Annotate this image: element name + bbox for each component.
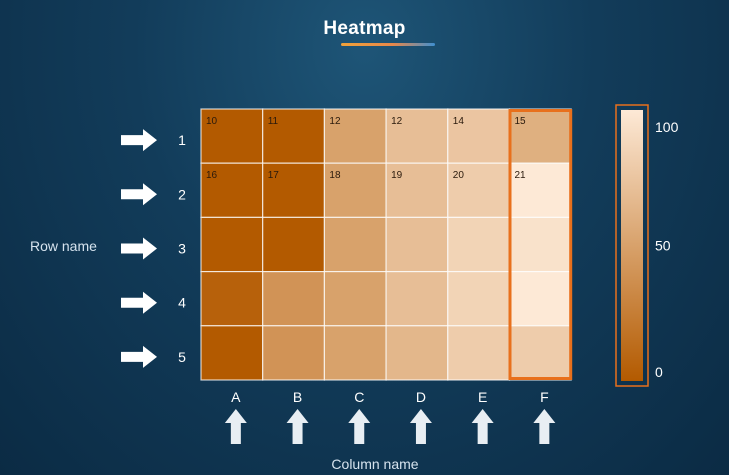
heatmap-cell-B5 <box>262 325 326 381</box>
heatmap-cell-A5 <box>200 325 264 381</box>
row-arrow-icon <box>121 237 157 260</box>
title-underline <box>341 43 435 46</box>
column-markers: A B C D E F <box>224 389 556 444</box>
heatmap-cell-C4 <box>323 271 387 327</box>
heatmap-cell-E3 <box>447 216 511 273</box>
heatmap-cell-D4 <box>385 271 449 327</box>
heatmap-cell-C3 <box>323 216 387 273</box>
colorbar-tick-100: 100 <box>655 119 679 135</box>
column-arrow-icon <box>286 409 309 444</box>
column-arrow-icon <box>224 409 247 444</box>
row-markers: 1 2 3 4 5 <box>121 129 186 368</box>
heatmap-cell-B4 <box>262 271 326 327</box>
cell-value-D1: 12 <box>391 116 403 127</box>
cell-value-C2: 18 <box>329 170 341 181</box>
column-arrow-icon <box>533 409 556 444</box>
row-label-1: 1 <box>178 132 186 148</box>
cell-value-B1: 11 <box>268 116 279 127</box>
heatmap-cell-B2 <box>262 162 326 218</box>
column-label-C: C <box>354 389 364 405</box>
row-arrow-icon <box>121 345 157 368</box>
cell-value-E1: 14 <box>453 116 465 127</box>
column-label-D: D <box>416 389 426 405</box>
column-label-F: F <box>540 389 549 405</box>
colorbar-gradient <box>621 110 643 381</box>
heatmap-cell-C2 <box>323 162 387 218</box>
heatmap-cell-B3 <box>262 216 326 273</box>
heatmap-cell-D3 <box>385 216 449 273</box>
colorbar-tick-0: 0 <box>655 364 663 380</box>
heatmap-cell-F4 <box>508 271 572 327</box>
heatmap-cell-D5 <box>385 325 449 381</box>
colorbar: 100 50 0 <box>615 104 679 387</box>
row-arrow-icon <box>121 291 157 314</box>
highlighted-column-outline <box>508 109 573 380</box>
row-label-2: 2 <box>178 186 186 202</box>
heatmap-cell-C5 <box>323 325 387 381</box>
cell-value-C1: 12 <box>329 116 341 127</box>
heatmap-cell-A1 <box>200 108 264 164</box>
cell-value-A1: 10 <box>206 116 218 127</box>
heatmap-cells: 10 11 12 12 14 15 16 17 18 19 20 21 <box>200 108 573 381</box>
column-label-E: E <box>478 389 487 405</box>
heatmap-cell-E5 <box>447 325 511 381</box>
heatmap-cell-D2 <box>385 162 449 218</box>
heatmap-cell-F3 <box>508 216 572 273</box>
cell-value-F2: 21 <box>515 170 527 181</box>
row-label-3: 3 <box>178 241 186 257</box>
chart-title: Heatmap <box>323 18 406 39</box>
cell-value-F1: 15 <box>515 116 527 127</box>
heatmap-cell-A3 <box>200 216 264 273</box>
column-arrow-icon <box>409 409 432 444</box>
column-axis-label: Column name <box>331 456 419 472</box>
row-label-4: 4 <box>178 295 186 311</box>
heatmap-cell-F5 <box>508 325 572 381</box>
heatmap-cell-E4 <box>447 271 511 327</box>
row-axis-label: Row name <box>30 238 97 254</box>
column-label-B: B <box>293 389 302 405</box>
column-arrow-icon <box>471 409 494 444</box>
colorbar-tick-50: 50 <box>655 238 671 254</box>
row-arrow-icon <box>121 129 157 152</box>
cell-value-D2: 19 <box>391 170 403 181</box>
cell-value-B2: 17 <box>268 170 280 181</box>
column-label-A: A <box>231 389 241 405</box>
row-label-5: 5 <box>178 349 186 365</box>
heatmap-cell-E1 <box>447 108 511 164</box>
cell-value-A2: 16 <box>206 170 218 181</box>
heatmap-cell-A4 <box>200 271 264 327</box>
cell-value-E2: 20 <box>453 170 465 181</box>
row-arrow-icon <box>121 183 157 206</box>
column-arrow-icon <box>348 409 371 444</box>
colorbar-frame <box>615 104 649 387</box>
